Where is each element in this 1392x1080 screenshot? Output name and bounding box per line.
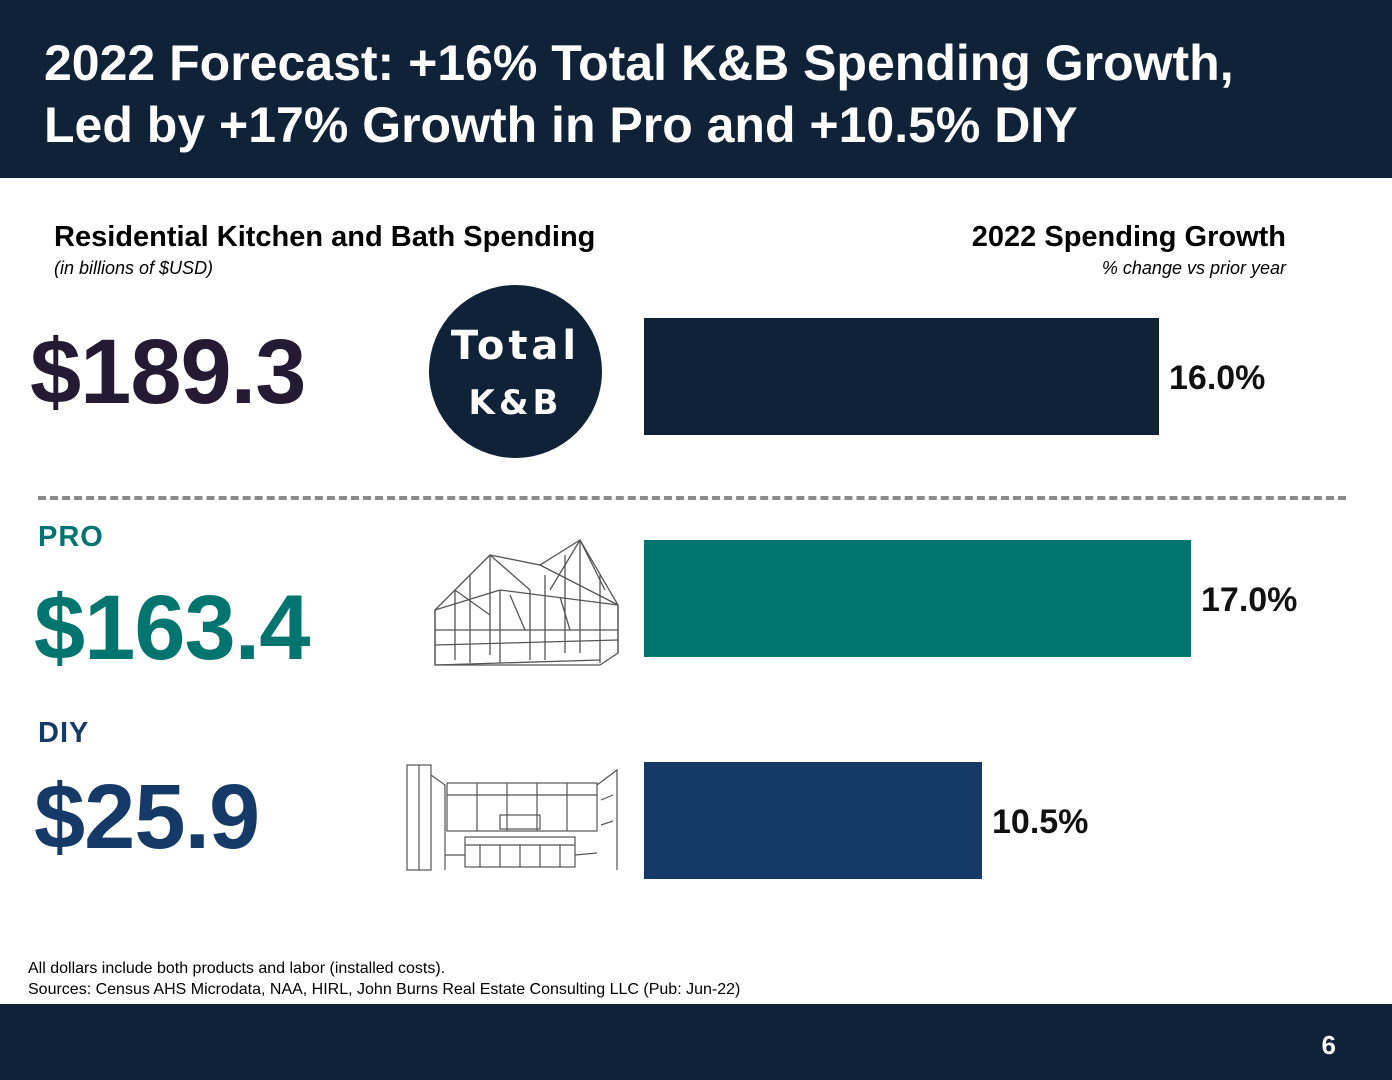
section-divider: [38, 496, 1346, 500]
footnote: All dollars include both products and la…: [28, 958, 740, 1000]
kitchen-sketch-icon: [406, 764, 618, 871]
title-line-2: Led by +17% Growth in Pro and +10.5% DIY: [44, 97, 1078, 153]
pro-label: PRO: [38, 521, 104, 553]
total-badge-line-2: K&B: [468, 383, 563, 423]
page-title: 2022 Forecast: +16% Total K&B Spending G…: [44, 32, 1364, 156]
diy-spending-value: $25.9: [34, 766, 260, 868]
house-frame-sketch-icon: [434, 539, 619, 666]
footnote-sources: Sources: Census AHS Microdata, NAA, HIRL…: [28, 981, 741, 998]
bar-label-diy: 10.5%: [992, 803, 1089, 841]
total-kb-badge: Total K&B: [429, 285, 602, 458]
bar-pro: [644, 540, 1191, 657]
bar-label-total: 16.0%: [1169, 359, 1266, 397]
total-badge-line-1: Total: [450, 323, 581, 369]
total-spending-value: $189.3: [30, 321, 306, 423]
spending-title: Residential Kitchen and Bath Spending: [54, 221, 596, 253]
growth-title: 2022 Spending Growth: [971, 221, 1286, 253]
diy-label: DIY: [38, 717, 90, 749]
spending-heading: Residential Kitchen and Bath Spending (i…: [54, 220, 595, 282]
spending-subtitle: (in billions of $USD): [54, 258, 214, 278]
header-banner: 2022 Forecast: +16% Total K&B Spending G…: [0, 0, 1392, 178]
pro-spending-value: $163.4: [34, 577, 310, 679]
footer-bar: 6: [0, 1004, 1392, 1080]
title-line-1: 2022 Forecast: +16% Total K&B Spending G…: [44, 35, 1234, 91]
page-number: 6: [1321, 1030, 1336, 1060]
bar-diy: [644, 762, 982, 879]
footnote-line-1: All dollars include both products and la…: [28, 960, 446, 977]
bar-label-pro: 17.0%: [1201, 581, 1298, 619]
growth-heading: 2022 Spending Growth % change vs prior y…: [972, 220, 1286, 282]
growth-subtitle: % change vs prior year: [1101, 258, 1286, 278]
bar-total: [644, 318, 1159, 435]
